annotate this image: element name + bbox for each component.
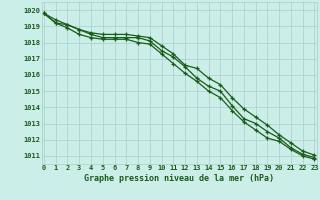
X-axis label: Graphe pression niveau de la mer (hPa): Graphe pression niveau de la mer (hPa) [84, 174, 274, 183]
